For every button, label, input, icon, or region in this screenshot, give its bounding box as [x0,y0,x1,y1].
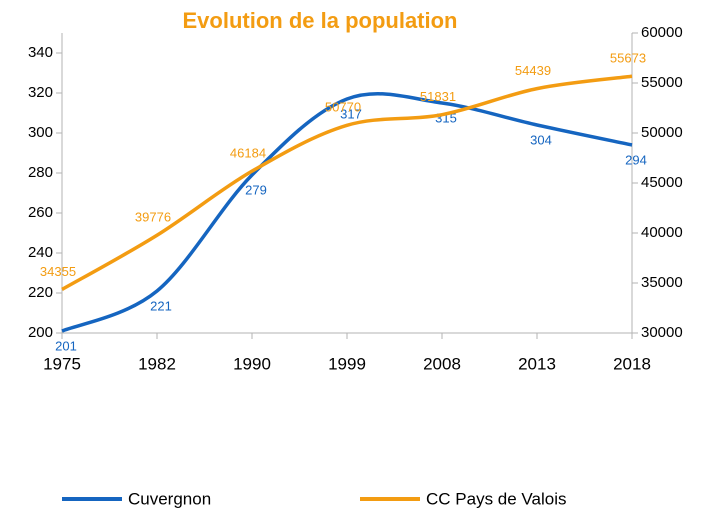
legend-label: Cuvergnon [128,489,211,508]
series-line [61,92,633,333]
x-tick-label: 1999 [328,354,366,373]
data-label: 39776 [135,210,171,225]
y2-tick-label: 50000 [641,124,683,141]
x-tick-label: 2008 [423,354,461,373]
chart-title: Evolution de la population [183,8,458,33]
data-label: 54439 [515,63,551,78]
y2-tick-label: 45000 [641,174,683,191]
data-label: 34355 [40,264,76,279]
x-tick-label: 1975 [43,354,81,373]
x-tick-label: 1982 [138,354,176,373]
y-tick-label: 220 [28,284,53,301]
y2-tick-label: 40000 [641,224,683,241]
y2-tick-label: 55000 [641,74,683,91]
y2-tick-label: 60000 [641,24,683,41]
data-label: 317 [340,106,362,121]
y2-tick-label: 30000 [641,324,683,341]
data-label: 46184 [230,146,266,161]
data-label: 50770 [325,100,361,115]
y-tick-label: 280 [28,164,53,181]
y-tick-label: 320 [28,84,53,101]
x-tick-label: 2013 [518,354,556,373]
x-tick-label: 1990 [233,354,271,373]
y-tick-label: 300 [28,124,53,141]
y-tick-label: 240 [28,244,53,261]
data-label: 294 [625,152,647,167]
y-tick-label: 200 [28,324,53,341]
x-tick-label: 2018 [613,354,651,373]
y2-tick-label: 35000 [641,274,683,291]
data-label: 304 [530,132,552,147]
data-label: 221 [150,298,172,313]
data-label: 55673 [610,51,646,66]
y-tick-label: 260 [28,204,53,221]
legend-label: CC Pays de Valois [426,489,566,508]
y-tick-label: 340 [28,44,53,61]
data-label: 279 [245,182,267,197]
series-line [61,74,633,291]
data-label: 201 [55,338,77,353]
data-label: 51831 [420,89,456,104]
